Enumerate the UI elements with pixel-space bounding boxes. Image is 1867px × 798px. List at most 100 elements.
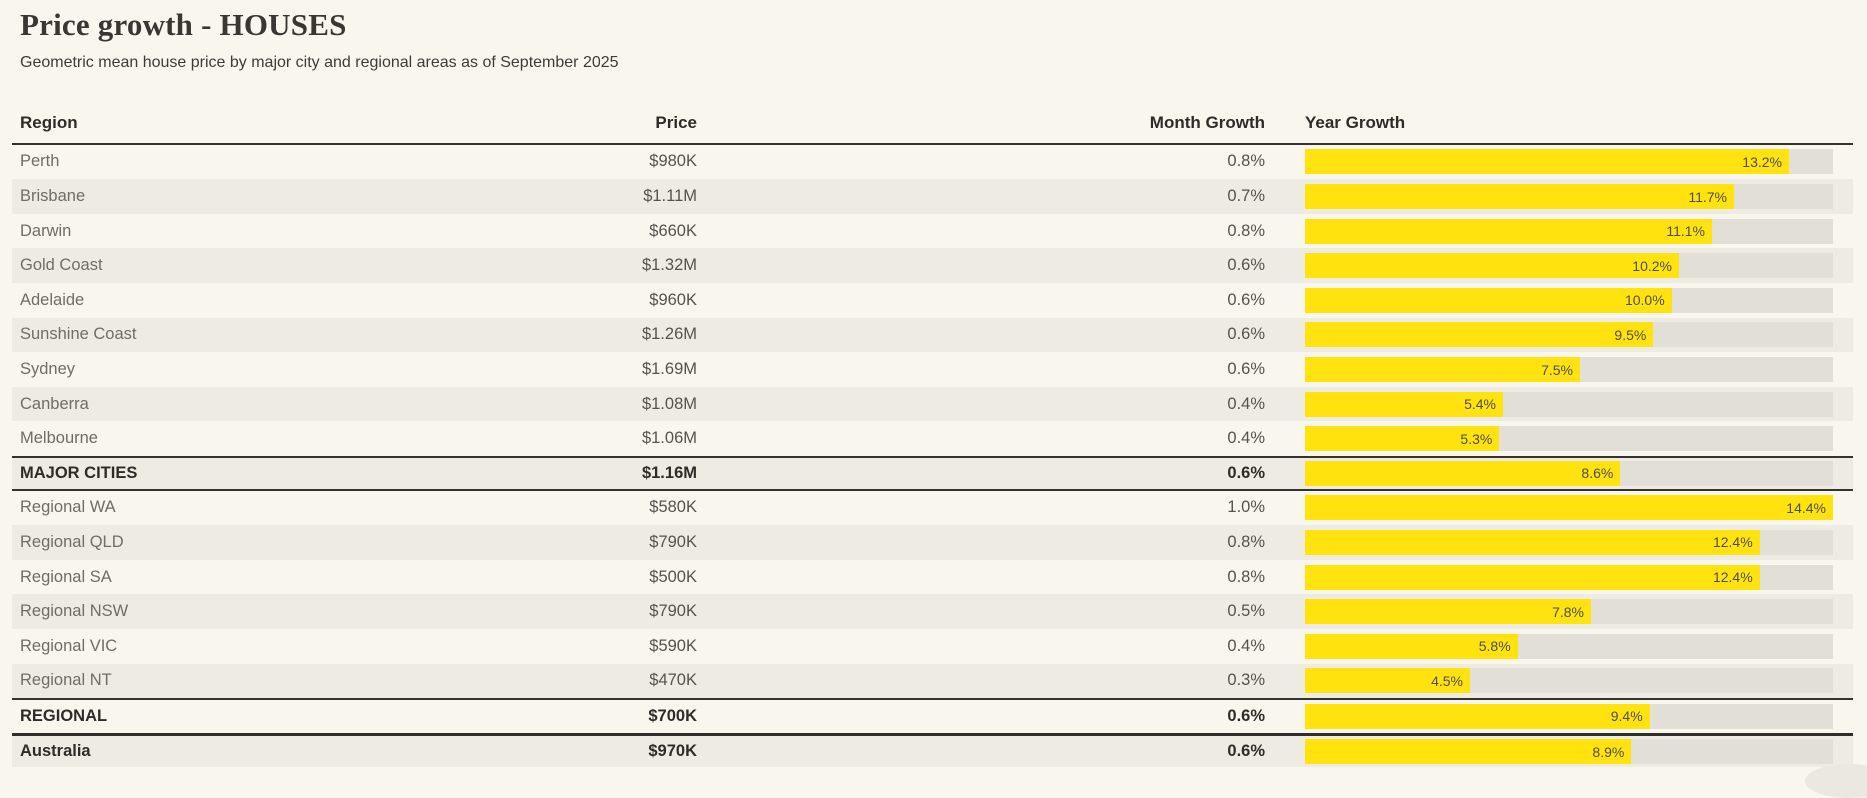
year-growth-bar-track: 14.4% [1305,495,1833,521]
table-row: REGIONAL $700K 0.6% 9.4% [12,698,1853,733]
year-growth-bar: 12.4% [1305,564,1760,590]
month-growth-cell: 0.3% [1227,671,1265,690]
month-growth-cell: 0.8% [1227,221,1265,240]
region-cell: Brisbane [20,187,86,206]
table-row: Regional VIC $590K 0.4% 5.8% [12,629,1853,664]
year-growth-value-label: 10.2% [1632,257,1672,274]
region-cell: Regional NT [20,671,112,690]
year-growth-cell: 9.4% [1265,703,1853,729]
region-cell: Adelaide [20,290,85,309]
table-row: Regional NT $470K 0.3% 4.5% [12,663,1853,699]
year-growth-value-label: 4.5% [1431,672,1463,689]
year-growth-bar: 13.2% [1305,149,1789,175]
year-growth-bar-track: 9.4% [1305,703,1833,729]
year-growth-value-label: 9.5% [1614,326,1647,343]
year-growth-cell: 12.4% [1265,564,1853,590]
table-row: Regional SA $500K 0.8% 12.4% [12,560,1853,595]
region-cell: Melbourne [20,429,98,448]
year-growth-bar-track: 8.6% [1305,460,1833,486]
price-cell: $580K [649,498,697,517]
month-growth-cell: 1.0% [1227,498,1265,517]
year-growth-cell: 11.7% [1265,184,1853,210]
price-cell: $1.69M [641,360,697,378]
region-cell: Gold Coast [20,256,103,275]
price-cell: $470K [649,671,697,690]
month-growth-cell: 0.4% [1227,429,1265,448]
table-row: Brisbane $1.11M 0.7% 11.7% [12,179,1853,214]
year-growth-value-label: 13.2% [1742,153,1782,170]
region-cell: Perth [20,152,60,171]
year-growth-bar: 5.3% [1305,426,1500,452]
region-cell: Australia [20,742,91,761]
table-row: Regional WA $580K 1.0% 14.4% [12,491,1853,526]
year-growth-cell: 4.5% [1265,668,1853,694]
year-growth-value-label: 8.6% [1581,465,1614,482]
month-growth-cell: 0.6% [1227,463,1265,482]
year-growth-bar: 8.6% [1305,460,1621,486]
table-row: Canberra $1.08M 0.4% 5.4% [12,386,1853,422]
region-cell: Regional QLD [20,532,124,551]
region-cell: Regional NSW [20,602,129,621]
table-row: Gold Coast $1.32M 0.6% 10.2% [12,248,1853,284]
page-title: Price growth - HOUSES [20,7,347,42]
year-growth-cell: 5.8% [1265,633,1853,659]
month-growth-cell: 0.5% [1227,602,1265,621]
year-growth-cell: 8.6% [1265,460,1853,486]
column-header-year-growth: Year Growth [1305,112,1406,132]
region-cell: REGIONAL [20,706,108,725]
year-growth-bar-track: 11.7% [1305,184,1833,210]
month-growth-cell: 0.8% [1227,532,1265,551]
year-growth-bar: 11.7% [1305,184,1734,210]
table-row: Australia $970K 0.6% 8.9% [12,732,1853,768]
region-cell: Regional SA [20,567,112,586]
year-growth-cell: 8.9% [1265,739,1853,765]
price-cell: $1.16M [641,463,697,482]
table-row: Regional NSW $790K 0.5% 7.8% [12,594,1853,629]
year-growth-value-label: 12.4% [1712,569,1753,586]
corner-watermark-shape [1805,764,1867,798]
year-growth-cell: 13.2% [1265,149,1853,175]
year-growth-bar-track: 7.8% [1305,599,1833,625]
region-cell: Sydney [20,360,76,378]
year-growth-bar-track: 5.3% [1305,426,1833,452]
year-growth-bar: 8.9% [1305,739,1632,765]
table-row: Regional QLD $790K 0.8% 12.4% [12,525,1853,560]
price-cell: $960K [649,290,697,309]
table-row: MAJOR CITIES $1.16M 0.6% 8.6% [12,455,1853,491]
year-growth-bar-track: 12.4% [1305,529,1833,555]
year-growth-value-label: 11.1% [1666,223,1705,240]
column-header-region: Region [20,112,78,132]
year-growth-bar: 5.4% [1305,391,1503,417]
month-growth-cell: 0.7% [1227,187,1265,206]
year-growth-bar: 9.4% [1305,703,1650,729]
year-growth-value-label: 8.9% [1592,743,1625,760]
month-growth-cell: 0.6% [1227,706,1265,725]
table-row: Perth $980K 0.8% 13.2% [12,145,1853,180]
year-growth-value-label: 10.0% [1624,292,1665,309]
year-growth-cell: 10.0% [1265,287,1853,313]
price-cell: $790K [649,602,697,621]
year-growth-cell: 12.4% [1265,529,1853,555]
price-cell: $790K [649,532,697,551]
price-cell: $700K [648,706,697,725]
price-cell: $1.08M [641,394,697,413]
month-growth-cell: 0.6% [1227,290,1265,309]
region-cell: Regional VIC [20,636,118,655]
table-row: Melbourne $1.06M 0.4% 5.3% [12,421,1853,456]
year-growth-bar-track: 4.5% [1305,668,1833,694]
year-growth-bar-track: 8.9% [1305,739,1833,765]
year-growth-bar: 7.5% [1305,357,1580,382]
year-growth-bar: 9.5% [1305,322,1654,348]
price-cell: $500K [649,567,697,586]
month-growth-cell: 0.6% [1227,256,1265,275]
table-header-row: Region Price Month Growth Year Growth [12,105,1853,145]
month-growth-cell: 0.6% [1227,325,1265,344]
month-growth-cell: 0.6% [1227,360,1265,378]
year-growth-cell: 5.4% [1265,391,1853,417]
year-growth-value-label: 9.4% [1610,708,1643,725]
year-growth-cell: 14.4% [1265,495,1853,521]
year-growth-bar: 10.2% [1305,253,1679,279]
month-growth-cell: 0.6% [1227,742,1265,761]
page-subtitle: Geometric mean house price by major city… [20,53,619,71]
year-growth-bar-track: 10.0% [1305,287,1833,313]
